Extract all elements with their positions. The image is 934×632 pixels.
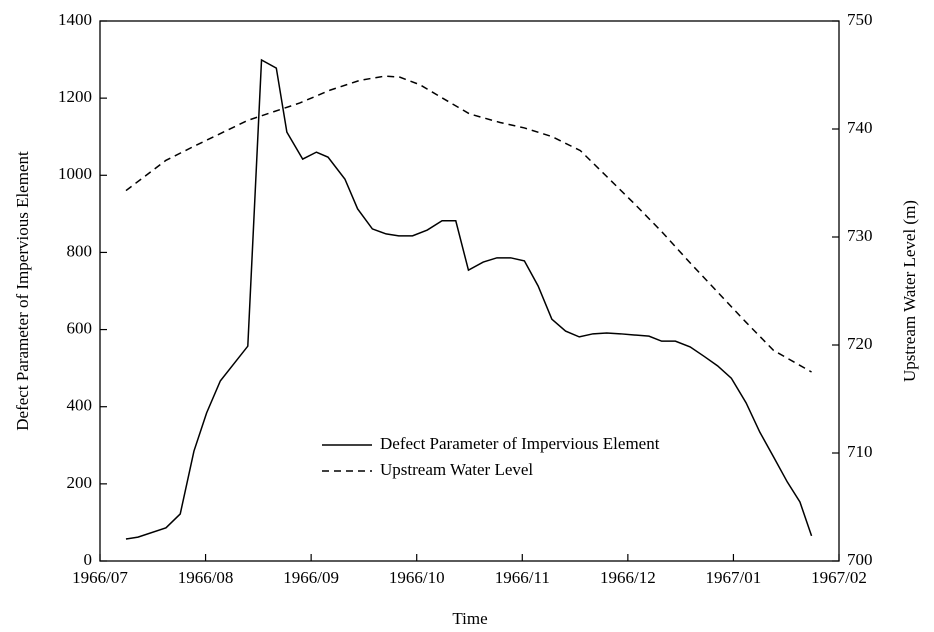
- y-tick-label: 0: [84, 550, 93, 569]
- y-tick-label: 1000: [58, 164, 92, 183]
- y2-tick-label: 720: [847, 334, 873, 353]
- y-axis-title: Defect Parameter of Impervious Element: [13, 151, 32, 431]
- y-tick-label: 400: [67, 396, 93, 415]
- plot-frame: [99, 20, 840, 562]
- y-tick-label: 1200: [58, 87, 92, 106]
- y-tick-label: 800: [67, 241, 93, 260]
- x-axis-title: Time: [452, 609, 487, 628]
- x-tick-label: 1966/07: [72, 568, 128, 587]
- x-tick-label: 1967/01: [706, 568, 762, 587]
- y-tick-label: 1400: [58, 10, 92, 29]
- y2-tick-label: 730: [847, 226, 873, 245]
- y2-tick-label: 740: [847, 118, 873, 137]
- series-line: [125, 75, 812, 373]
- legend-label: Upstream Water Level: [380, 460, 533, 479]
- y-tick-label: 200: [67, 473, 93, 492]
- y-tick-label: 600: [67, 318, 93, 337]
- y2-axis-title: Upstream Water Level (m): [900, 200, 919, 382]
- legend-label: Defect Parameter of Impervious Element: [380, 434, 660, 453]
- x-tick-label: 1967/02: [811, 568, 867, 587]
- y2-tick-label: 700: [847, 550, 873, 569]
- x-tick-label: 1966/10: [389, 568, 445, 587]
- x-tick-label: 1966/08: [178, 568, 234, 587]
- y2-tick-label: 710: [847, 442, 873, 461]
- x-tick-label: 1966/09: [283, 568, 339, 587]
- y2-tick-label: 750: [847, 10, 873, 29]
- x-tick-label: 1966/12: [600, 568, 656, 587]
- x-tick-label: 1966/11: [495, 568, 550, 587]
- series-line: [125, 58, 813, 540]
